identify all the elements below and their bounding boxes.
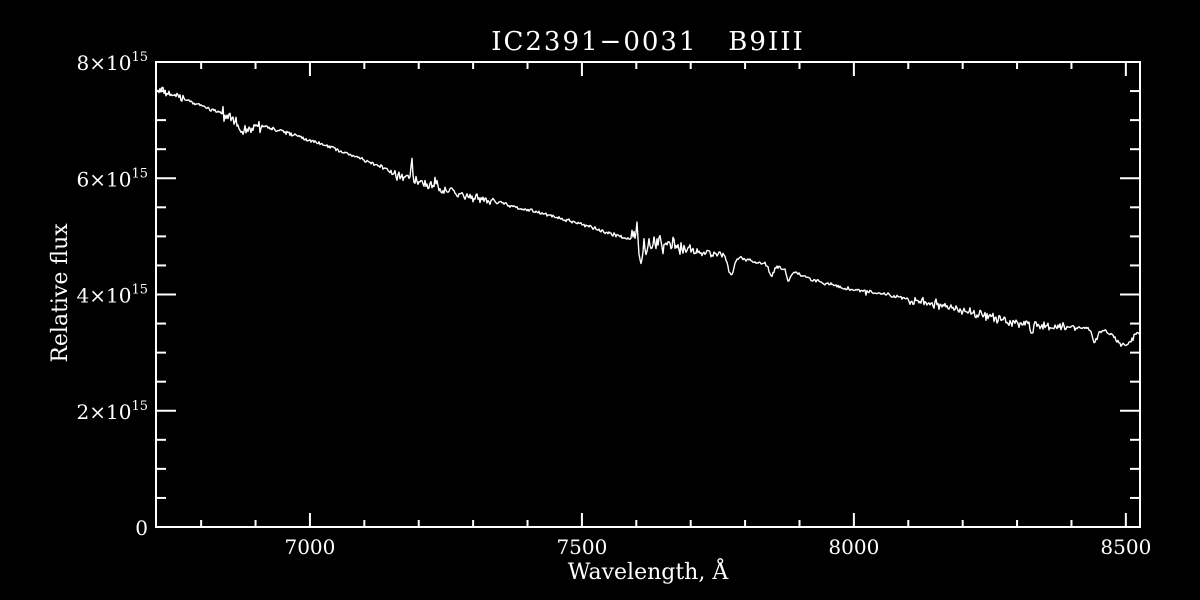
- y-axis-label: Relative flux: [48, 223, 73, 363]
- x-tick-label: 8000: [828, 535, 879, 559]
- x-tick-label: 8500: [1100, 535, 1151, 559]
- y-tick-label: 2×1015: [77, 399, 148, 424]
- spectrum-line: [155, 86, 1141, 347]
- x-tick-label: 7500: [556, 535, 607, 559]
- x-tick-label: 7000: [284, 535, 335, 559]
- y-tick-label: 4×1015: [77, 283, 148, 308]
- y-tick-label: 0: [135, 516, 148, 540]
- y-tick-label: 6×1015: [77, 166, 148, 191]
- y-tick-label: 8×1015: [77, 50, 148, 75]
- plot-axes: 7000 7500 8000 8500 0 2×1015 4×1015 6×1015 8×101…: [77, 50, 1152, 559]
- x-axis-label: Wavelength, Å: [568, 557, 730, 585]
- spectrum-trace: [155, 86, 1141, 347]
- chart-title: IC2391−0031 B9III: [491, 27, 805, 57]
